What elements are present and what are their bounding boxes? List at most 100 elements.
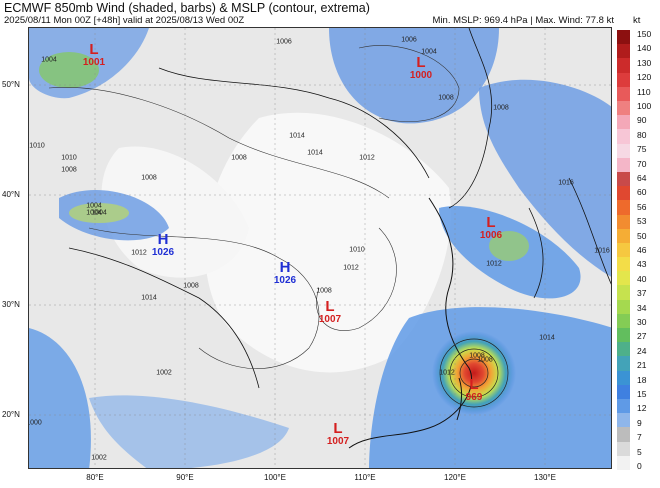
colorbar-tick-label: 150: [637, 29, 652, 39]
colorbar-tick-label: 43: [637, 259, 647, 270]
colorbar-tick-label: 34: [637, 302, 647, 313]
isobar-label: 1004: [421, 48, 437, 56]
colorbar-segment: [617, 370, 630, 386]
isobar-label: 1004: [41, 56, 57, 64]
lat-label: 40°N: [2, 190, 20, 199]
map-title: ECMWF 850mb Wind (shaded, barbs) & MSLP …: [4, 1, 370, 15]
colorbar-tick-label: 53: [637, 216, 647, 227]
isobar-label: 1014: [289, 132, 305, 140]
coastline-taiwan: [456, 377, 463, 421]
isobar: [358, 45, 460, 123]
colorbar-tick-label: 24: [637, 345, 647, 356]
isobar-label: 1008: [316, 287, 332, 295]
high-pressure-center: H 1026: [151, 231, 175, 258]
colorbar-tick-label: 64: [637, 173, 647, 183]
typhoon-low-center: L 969: [465, 376, 483, 403]
wind-core-nw: [39, 52, 99, 88]
isobar-label: 1014: [141, 294, 157, 302]
colorbar-segment: [617, 242, 630, 258]
isobar-label: 1008: [438, 94, 454, 102]
isobar-label: 1008: [493, 104, 509, 112]
isobar-label: 1012: [359, 154, 375, 162]
colorbar-tick-label: 75: [637, 144, 647, 155]
colorbar-segment: [617, 44, 630, 59]
isobar-typhoon-mid: [449, 348, 499, 398]
colorbar-tick-label: 37: [637, 288, 647, 299]
colorbar-segment: [617, 399, 630, 414]
colorbar-tick-label: 27: [637, 331, 647, 342]
border-himalaya: [68, 247, 260, 389]
wind-zone-south: [89, 395, 289, 468]
lon-label: 120°E: [444, 473, 466, 482]
colorbar-tick-label: 130: [637, 57, 652, 68]
colorbar-tick-label: 46: [637, 245, 647, 255]
colorbar-segment: [617, 200, 630, 215]
colorbar-segment: [617, 143, 630, 159]
colorbar-segment: [617, 427, 630, 443]
colorbar-segment: [617, 285, 630, 301]
colorbar-tick-label: 56: [637, 201, 647, 212]
lat-label: 20°N: [2, 410, 20, 419]
weak-wind-region: [205, 112, 451, 373]
colorbar-tick-label: 9: [637, 417, 642, 428]
isobar-label: 1008: [477, 356, 493, 364]
colorbar-tick-label: 7: [637, 432, 642, 443]
colorbar-tick-label: 110: [637, 86, 651, 97]
isobar-label: 1008: [231, 154, 247, 162]
colorbar-segment: [617, 228, 630, 244]
colorbar-tick-label: 21: [637, 360, 647, 371]
isobar-label: 1004: [86, 202, 102, 210]
lat-label: 30°N: [2, 300, 20, 309]
isobar-typhoon-inner: [459, 358, 489, 388]
colorbar-tick-label: 30: [637, 317, 647, 327]
colorbar-segment: [617, 157, 630, 173]
colorbar-segment: [617, 186, 630, 201]
colorbar-segment: [617, 214, 630, 230]
coastline-korea: [528, 207, 544, 299]
isobar-label: 1010: [61, 154, 77, 162]
isobar: [48, 87, 390, 199]
isobar-label: 1016: [558, 179, 574, 187]
isobar-label: 1002: [91, 454, 107, 462]
colorbar-segment: [617, 328, 630, 343]
colorbar-segment: [617, 171, 630, 187]
colorbar-tick-label: 80: [637, 129, 647, 140]
colorbar-tick-label: 0: [637, 461, 642, 471]
isobar-label: 1014: [307, 149, 323, 157]
colorbar-tick-label: 100: [637, 101, 652, 111]
isobar-label: 1004: [91, 209, 107, 217]
map-canvas: [29, 28, 611, 468]
border-mongolia: [158, 67, 430, 179]
lon-label: 80°E: [86, 473, 104, 482]
colorbar-tick-label: 140: [637, 43, 652, 54]
weak-wind-region-2: [101, 146, 249, 278]
lat-label: 50°N: [2, 80, 20, 89]
isobar-label: 1014: [539, 334, 555, 342]
isobar-label: 1008: [141, 174, 157, 182]
colorbar-segment: [617, 100, 630, 116]
colorbar-tick-label: 70: [637, 158, 647, 169]
colorbar-tick-label: 18: [637, 374, 647, 385]
isobar-label: 1010: [349, 246, 365, 254]
valid-time-subtitle: 2025/08/11 Mon 00Z [+48h] valid at 2025/…: [4, 15, 245, 26]
colorbar-segment: [617, 342, 630, 357]
wind-zone-north: [329, 28, 499, 124]
typhoon-wind-core: [432, 331, 516, 415]
isobar-label: 1012: [439, 369, 455, 377]
isobar: [88, 227, 320, 369]
border-northeast: [448, 28, 493, 209]
lon-label: 100°E: [264, 473, 286, 482]
colorbar-segment: [617, 129, 630, 145]
low-pressure-center: L 1007: [318, 298, 342, 325]
colorbar-segment: [617, 72, 630, 88]
colorbar-segment: [617, 384, 630, 400]
colorbar-tick-label: 5: [637, 446, 642, 457]
isobar-label: 1016: [594, 247, 610, 255]
colorbar-segment: [617, 299, 630, 315]
isobar-label: 1004: [86, 209, 102, 217]
colorbar-tick-label: 90: [637, 115, 647, 126]
colorbar-segment: [617, 271, 630, 286]
isobar-label: 1008: [469, 352, 485, 360]
coastline-china: [348, 197, 473, 449]
lon-label: 90°E: [176, 473, 194, 482]
